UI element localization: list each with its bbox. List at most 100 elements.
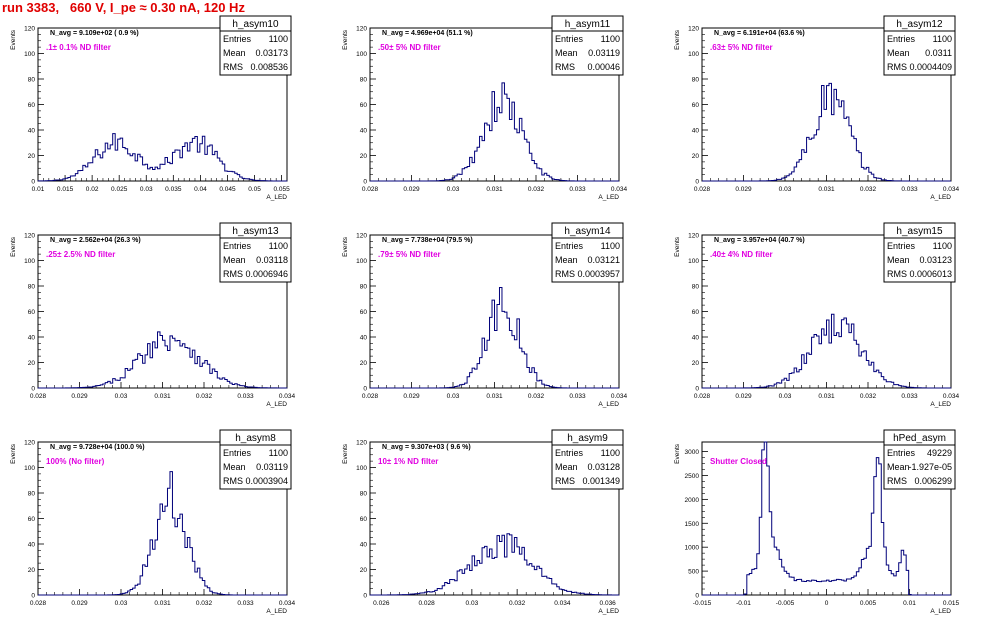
stats-value: 1100 [269, 241, 288, 251]
histogram-svg: 0 20 40 60 80 100 120 0.028 0.029 0.03 0.031 0.032 0… [674, 15, 960, 201]
x-tick-label: 0.032 [528, 393, 545, 400]
x-axis-label: A_LED [266, 401, 287, 408]
x-tick-label: 0.032 [528, 186, 545, 193]
x-tick-label: 0.029 [735, 186, 752, 193]
navg-label: N_avg = 6.191e+04 (63.6 %) [714, 30, 805, 37]
stats-title: h_asym12 [896, 19, 943, 30]
stats-key: Mean [887, 48, 910, 58]
y-tick-label: 100 [356, 465, 367, 472]
stats-value: 0.03123 [919, 255, 952, 265]
x-tick-label: 0.033 [901, 186, 918, 193]
stats-title: h_asym9 [567, 433, 608, 444]
stats-value: 1100 [601, 241, 620, 251]
y-tick-label: 60 [360, 516, 368, 523]
x-tick-label: 0.028 [694, 186, 711, 193]
stats-box [883, 429, 956, 490]
y-tick-label: 80 [28, 77, 36, 84]
histogram-svg: 0 20 40 60 80 100 120 0.028 0.029 0.03 0.031 0.032 0… [674, 222, 960, 408]
stats-title: hPed_asym [893, 433, 946, 444]
x-tick-label: 0.035 [165, 186, 182, 193]
x-tick-label: 0.034 [611, 393, 628, 400]
histogram-svg: 0 20 40 60 80 100 120 0.028 0.029 0.03 0.031 0.032 0… [10, 222, 296, 408]
histogram-panel-h-asym12: 0 20 40 60 80 100 120 0.028 0.029 0.03 0.031 0.032 0… [664, 8, 996, 215]
stats-value: 0.001349 [582, 476, 620, 486]
y-tick-label: 40 [28, 542, 36, 549]
histogram-panel-h-asym8: 0 20 40 60 80 100 120 0.028 0.029 0.03 0.031 0.032 0… [0, 422, 332, 629]
y-tick-label: 100 [356, 258, 367, 265]
stats-box [883, 15, 956, 76]
filter-note: .1± 0.1% ND filter [46, 43, 111, 52]
x-tick-label: 0.005 [860, 600, 877, 607]
stats-value: 1100 [269, 448, 288, 458]
x-tick-label: 0.033 [569, 393, 586, 400]
x-tick-label: 0.03 [779, 393, 792, 400]
histogram-panel-h-asym9: 0 20 40 60 80 100 120 0.026 0.028 0.03 0.032 0.034 0… [332, 422, 664, 629]
y-tick-label: 120 [24, 233, 35, 240]
stats-value: 0.03119 [588, 48, 620, 58]
y-tick-label: 2000 [685, 497, 700, 504]
y-tick-label: 120 [24, 26, 35, 33]
filter-note: 10± 1% ND filter [378, 457, 438, 466]
x-tick-label: 0.033 [237, 600, 254, 607]
x-tick-label: 0.029 [71, 393, 88, 400]
histogram-svg: 0 20 40 60 80 100 120 0.028 0.029 0.03 0.031 0.032 0… [10, 429, 296, 615]
stats-box [551, 15, 624, 76]
x-tick-label: 0.033 [901, 393, 918, 400]
y-tick-label: 1500 [685, 521, 700, 528]
stats-key: RMS [887, 269, 907, 279]
y-tick-label: 0 [363, 179, 367, 186]
stats-value: 0.0003957 [577, 269, 620, 279]
x-tick-label: 0.032 [509, 600, 526, 607]
x-tick-label: 0.03 [447, 186, 460, 193]
stats-title: h_asym8 [235, 433, 276, 444]
y-tick-label: 40 [692, 335, 700, 342]
x-tick-label: 0.032 [196, 600, 213, 607]
y-tick-label: 60 [28, 516, 36, 523]
stats-title: h_asym14 [564, 226, 611, 237]
x-axis-label: A_LED [598, 401, 619, 408]
x-tick-label: 0.029 [403, 186, 420, 193]
stats-value: 1100 [601, 34, 620, 44]
x-tick-label: 0.032 [860, 186, 877, 193]
navg-label: N_avg = 3.957e+04 (40.7 %) [714, 237, 805, 244]
filter-note: .79± 5% ND filter [378, 250, 441, 259]
histogram-svg: 0 20 40 60 80 100 120 0.028 0.029 0.03 0.031 0.032 0… [342, 15, 628, 201]
y-tick-label: 80 [692, 284, 700, 291]
y-tick-label: 100 [24, 51, 35, 58]
histogram-line [369, 533, 620, 596]
y-tick-label: 0 [363, 593, 367, 600]
histogram-panel-h-asym13: 0 20 40 60 80 100 120 0.028 0.029 0.03 0.031 0.032 0… [0, 215, 332, 422]
y-tick-label: 500 [688, 569, 699, 576]
navg-label: N_avg = 2.562e+04 (26.3 %) [50, 237, 141, 244]
x-tick-label: 0.031 [486, 393, 503, 400]
filter-note: .50± 5% ND filter [378, 43, 441, 52]
stats-box [219, 15, 292, 76]
x-tick-label: 0.029 [71, 600, 88, 607]
y-tick-label: 20 [692, 360, 700, 367]
histogram-svg: 0 20 40 60 80 100 120 0.028 0.029 0.03 0.031 0.032 0… [342, 222, 628, 408]
y-tick-label: 2500 [685, 473, 700, 480]
stats-value: 1100 [933, 241, 952, 251]
stats-value: -1.927e-05 [908, 462, 952, 472]
x-tick-label: 0.03 [779, 186, 792, 193]
x-tick-label: 0.028 [362, 186, 379, 193]
histogram-line [702, 441, 951, 596]
x-tick-label: 0.03 [447, 393, 460, 400]
navg-label: N_avg = 9.109e+02 ( 0.9 %) [50, 30, 139, 37]
stats-value: 0.03121 [587, 255, 620, 265]
y-tick-label: 100 [24, 465, 35, 472]
x-tick-label: 0.01 [32, 186, 45, 193]
y-tick-label: 60 [28, 309, 36, 316]
stats-value: 0.0006013 [909, 269, 952, 279]
x-tick-label: 0.045 [219, 186, 236, 193]
x-tick-label: 0.01 [903, 600, 916, 607]
y-axis-label: Events [342, 236, 349, 257]
x-tick-label: 0.02 [86, 186, 99, 193]
x-tick-label: 0.034 [554, 600, 571, 607]
stats-value: 0.03173 [255, 48, 288, 58]
stats-title: h_asym10 [232, 19, 279, 30]
x-tick-label: -0.01 [736, 600, 751, 607]
histogram-line [37, 331, 288, 389]
stats-value: 49229 [927, 448, 952, 458]
stats-value: 0.0004409 [909, 62, 952, 72]
